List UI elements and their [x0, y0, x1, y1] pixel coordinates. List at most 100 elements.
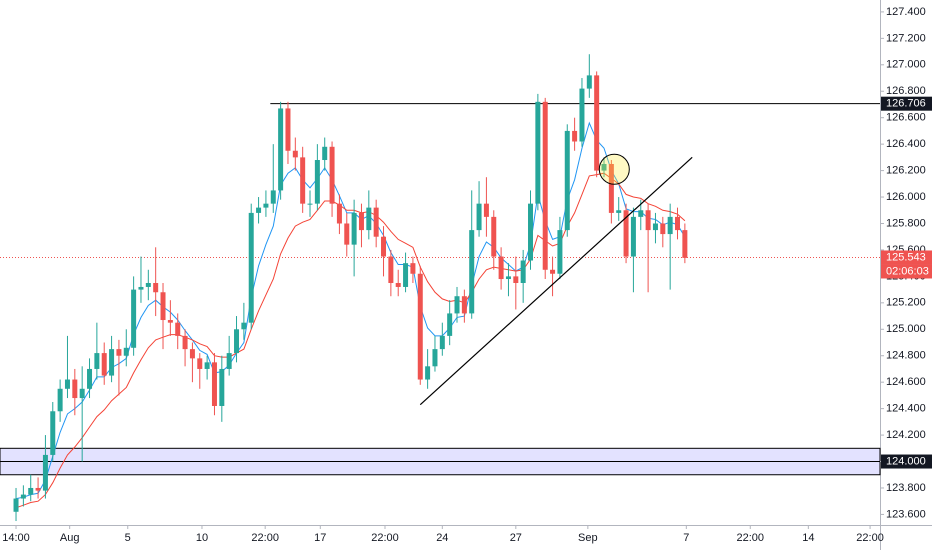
countdown: 02:06:03 — [886, 265, 929, 277]
candle-body — [256, 207, 262, 213]
x-tick-label: Aug — [60, 532, 80, 544]
candle-body — [557, 230, 563, 274]
price-label-box — [881, 454, 932, 469]
candle-body — [410, 263, 416, 274]
y-tick-label: 126.600 — [886, 112, 926, 124]
candle-body — [439, 335, 445, 350]
x-tick-label: 22:00 — [371, 532, 399, 544]
candle-body — [182, 335, 188, 350]
price-label-box — [881, 250, 932, 265]
candle-body — [366, 207, 372, 231]
candle-body — [535, 101, 541, 204]
x-tick-label: 7 — [683, 532, 689, 544]
candle-body — [454, 296, 460, 314]
x-tick-label: Sep — [578, 532, 598, 544]
x-tick-label: 17 — [314, 532, 326, 544]
candle-body — [586, 75, 592, 89]
moving-average — [15, 172, 686, 509]
candle-body — [197, 358, 203, 369]
candle-body — [623, 210, 629, 257]
y-tick-label: 127.400 — [886, 6, 926, 18]
candle-body — [13, 498, 19, 512]
y-tick-label: 123.800 — [886, 482, 926, 494]
candle-body — [20, 494, 26, 499]
x-tick-label: 24 — [436, 532, 448, 544]
trendline — [419, 156, 693, 406]
candle-body — [307, 203, 313, 205]
candle-body — [314, 160, 320, 204]
candle-body — [469, 230, 475, 314]
x-tick-label: 5 — [125, 532, 131, 544]
candle-body — [278, 108, 284, 191]
y-tick-label: 125.800 — [886, 217, 926, 229]
candle-body — [513, 276, 519, 283]
y-tick-label: 126.800 — [886, 85, 926, 97]
candle-body — [395, 282, 401, 287]
candle-body — [550, 269, 556, 274]
candle-body — [87, 368, 93, 389]
candle-body — [101, 353, 107, 376]
x-tick-label: 27 — [510, 532, 522, 544]
candle-body — [351, 212, 357, 245]
candle-body — [608, 163, 614, 213]
candle-body — [123, 347, 129, 356]
candle-body — [403, 263, 409, 287]
candle-body — [64, 379, 70, 389]
candle-body — [94, 353, 100, 369]
y-tick-label: 124.800 — [886, 350, 926, 362]
y-tick-label: 124.400 — [886, 403, 926, 415]
candle-body — [483, 203, 489, 217]
candle-body — [167, 320, 173, 323]
candle-body — [35, 487, 41, 491]
candle-body — [447, 313, 453, 336]
candle-body — [42, 454, 48, 491]
y-tick-label: 126.400 — [886, 138, 926, 150]
x-tick-label: 22:00 — [856, 532, 884, 544]
candle-body — [219, 368, 225, 406]
candle-body — [528, 203, 534, 261]
candle-body — [28, 487, 34, 495]
candle-body — [358, 212, 364, 231]
price-label: 125.543 — [886, 251, 926, 263]
candle-body — [652, 223, 658, 231]
candle-body — [388, 256, 394, 283]
candle-body — [579, 88, 585, 142]
x-tick-label: 14 — [802, 532, 814, 544]
y-tick-label: 126.200 — [886, 164, 926, 176]
y-tick-label: 127.000 — [886, 59, 926, 71]
y-tick-label: 124.600 — [886, 376, 926, 388]
candle-body — [616, 210, 622, 213]
x-tick-label: 10 — [196, 532, 208, 544]
candle-body — [300, 157, 306, 204]
candle-body — [594, 75, 600, 171]
candle-body — [204, 362, 210, 369]
candle-body — [145, 282, 151, 287]
y-tick-label: 125.000 — [886, 323, 926, 335]
candle-body — [542, 101, 548, 270]
y-tick-label: 127.200 — [886, 32, 926, 44]
candle-body — [116, 349, 122, 356]
candle-body — [491, 216, 497, 257]
candle-body — [638, 210, 644, 217]
x-tick-label: 22:00 — [251, 532, 279, 544]
candle-body — [344, 223, 350, 245]
candle-body — [153, 282, 159, 293]
candle-body — [476, 203, 482, 231]
candle-body — [234, 329, 240, 354]
candle-body — [175, 322, 181, 336]
candle-body — [675, 216, 681, 231]
candle-body — [292, 150, 298, 158]
highlight-circle — [598, 153, 630, 185]
candle-body — [160, 292, 166, 321]
y-tick-label: 125.200 — [886, 297, 926, 309]
candle-body — [57, 388, 63, 412]
candle-body — [425, 366, 431, 380]
candle-body — [241, 322, 247, 330]
candle-body — [498, 256, 504, 280]
x-tick-label: 14:00 — [2, 532, 30, 544]
candle-body — [660, 223, 666, 235]
y-tick-label: 123.600 — [886, 508, 926, 520]
price-label: 126.706 — [886, 98, 926, 110]
y-tick-label: 124.200 — [886, 429, 926, 441]
